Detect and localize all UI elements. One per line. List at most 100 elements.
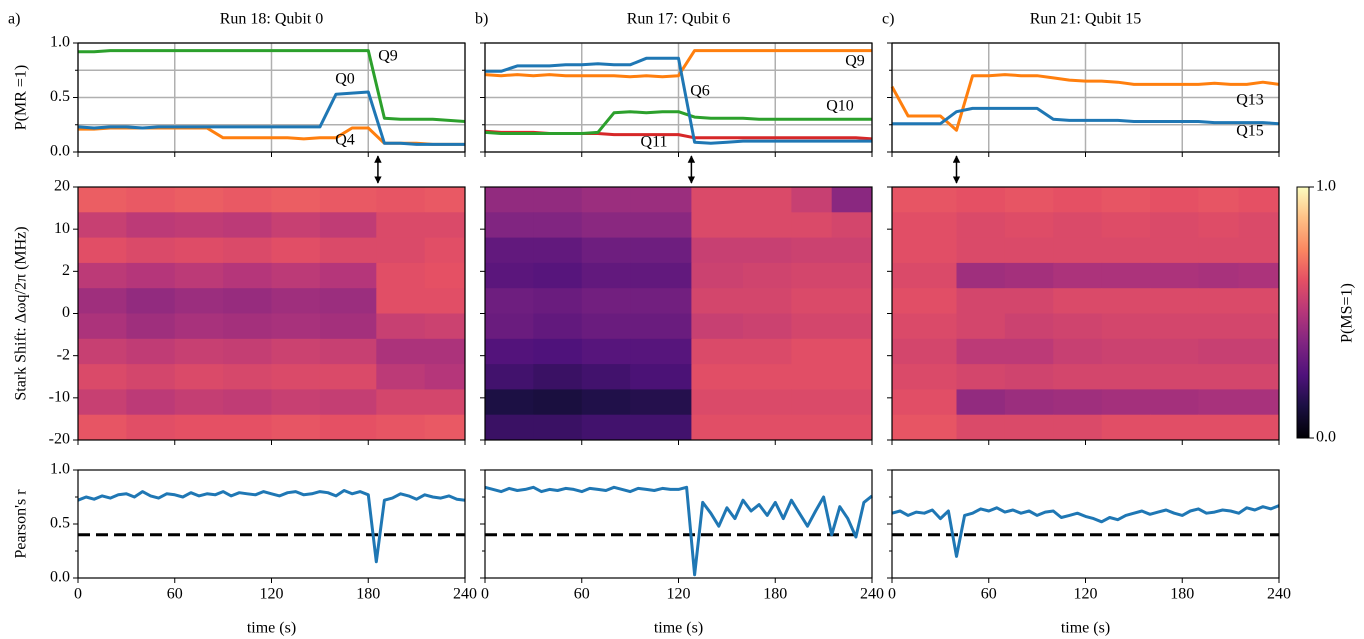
heatmap-cell: [376, 288, 426, 314]
heatmap-cell: [424, 364, 466, 390]
heatmap-cell: [791, 212, 833, 239]
x-tick-label: 240: [860, 586, 884, 603]
series-line: [78, 49, 466, 123]
axes-frame: [484, 186, 873, 441]
y-tick-label: 2: [62, 262, 70, 279]
x-tick-label: 180: [1170, 586, 1194, 603]
heatmap-cell: [630, 313, 692, 340]
panel-letter: b): [475, 11, 488, 28]
heatmap-cell: [223, 364, 272, 390]
heatmap-cell: [630, 288, 692, 314]
heatmap-cell: [831, 338, 873, 365]
heatmap-cell: [581, 262, 631, 289]
axes-frame: [484, 469, 873, 579]
heatmap-cell: [1101, 288, 1151, 314]
heatmap-cell: [1198, 262, 1240, 289]
heatmap-cell: [174, 364, 224, 390]
heatmap-cell: [791, 389, 833, 416]
heatmap-cell: [1004, 364, 1054, 390]
heatmap-cell: [691, 262, 744, 289]
heatmap-cell: [424, 414, 466, 441]
heatmap-cell: [581, 338, 631, 365]
x-axis-label: time (s): [247, 620, 296, 637]
heatmap-cell: [319, 237, 377, 264]
heatmap-cell: [630, 212, 692, 239]
heatmap-cell: [126, 262, 176, 289]
heatmap-cell: [630, 364, 692, 390]
heatmap-cell: [1101, 414, 1151, 441]
y-axis-label: P(MR =1): [13, 65, 30, 130]
y-tick-label: 0.0: [50, 143, 70, 160]
heatmap-cell: [791, 288, 833, 314]
heatmap-cell: [1101, 187, 1151, 213]
x-tick-label: 120: [260, 586, 284, 603]
y-tick-label: -20: [49, 431, 70, 448]
series-line: [484, 485, 873, 577]
heatmap-cell: [485, 262, 534, 289]
heatmap-cell: [691, 389, 744, 416]
heatmap-cell: [581, 364, 631, 390]
heatmap-cell: [956, 262, 1006, 289]
heatmap-cell: [533, 414, 583, 441]
series-label: Q15: [1236, 123, 1264, 140]
y-tick-label: -10: [49, 389, 70, 406]
heatmap-cell: [831, 262, 873, 289]
heatmap-cell: [174, 389, 224, 416]
heatmap-cell: [1053, 389, 1103, 416]
heatmap-cell: [174, 313, 224, 340]
heatmap-cell: [271, 338, 321, 365]
heatmap-cell: [581, 288, 631, 314]
heatmap-cell: [126, 364, 176, 390]
x-tick-label: 0: [481, 586, 489, 603]
heatmap-cell: [892, 364, 957, 390]
heatmap-cell: [319, 389, 377, 416]
heatmap-cell: [1101, 389, 1151, 416]
panel-title: Run 17: Qubit 6: [627, 11, 731, 28]
heatmap-cell: [126, 288, 176, 314]
heatmap-cell: [223, 338, 272, 365]
heatmap-cell: [271, 237, 321, 264]
heatmap-cell: [892, 389, 957, 416]
heatmap-cell: [271, 389, 321, 416]
heatmap-cell: [376, 212, 426, 239]
heatmap-cell: [78, 313, 127, 340]
heatmap-cell: [1101, 262, 1151, 289]
heatmap-cell: [1101, 237, 1151, 264]
heatmap-cell: [1238, 389, 1280, 416]
heatmap-cell: [956, 313, 1006, 340]
heatmap-cell: [78, 187, 127, 213]
heatmap-cell: [743, 414, 792, 441]
heatmap-cell: [1198, 288, 1240, 314]
heatmap-cell: [78, 414, 127, 441]
heatmap-cell: [533, 288, 583, 314]
heatmap-cell: [271, 364, 321, 390]
heatmap-cell: [956, 187, 1006, 213]
x-tick-label: 0: [888, 586, 896, 603]
heatmap-cell: [424, 288, 466, 314]
colorbar-label: P(MS=1): [1339, 283, 1356, 343]
heatmap-cell: [743, 364, 792, 390]
heatmap-cell: [1198, 237, 1240, 264]
series-line: [892, 106, 1280, 126]
heatmap-cell: [126, 187, 176, 213]
heatmap-cell: [223, 389, 272, 416]
heatmap-cell: [831, 313, 873, 340]
heatmap-cell: [271, 313, 321, 340]
heatmap-cell: [271, 212, 321, 239]
heatmap-cell: [831, 389, 873, 416]
heatmap-cell: [743, 237, 792, 264]
heatmap-cell: [1198, 414, 1240, 441]
heatmap-cell: [1198, 338, 1240, 365]
heatmap-cell: [1150, 187, 1199, 213]
x-tick-label: 180: [356, 586, 380, 603]
heatmap-cell: [1238, 262, 1280, 289]
heatmap-cell: [424, 338, 466, 365]
heatmap-cell: [533, 313, 583, 340]
heatmap-cell: [1198, 389, 1240, 416]
series-label: Q6: [690, 83, 710, 100]
heatmap-cell: [1238, 237, 1280, 264]
heatmap-cell: [1150, 338, 1199, 365]
panel-title: Run 18: Qubit 0: [220, 11, 324, 28]
heatmap-cell: [831, 212, 873, 239]
